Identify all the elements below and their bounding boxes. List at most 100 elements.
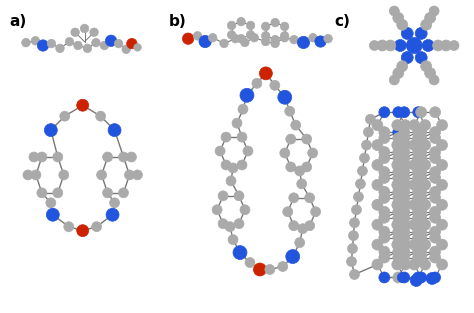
Circle shape bbox=[226, 176, 236, 186]
Circle shape bbox=[379, 272, 390, 283]
Circle shape bbox=[364, 127, 374, 137]
Circle shape bbox=[90, 28, 98, 37]
Circle shape bbox=[240, 205, 250, 215]
Circle shape bbox=[182, 33, 194, 44]
Circle shape bbox=[429, 172, 441, 183]
Circle shape bbox=[393, 127, 404, 138]
Circle shape bbox=[291, 120, 301, 130]
Circle shape bbox=[379, 152, 390, 163]
Circle shape bbox=[305, 193, 315, 203]
Circle shape bbox=[419, 199, 431, 210]
Circle shape bbox=[415, 52, 427, 64]
Circle shape bbox=[324, 34, 332, 43]
Circle shape bbox=[416, 133, 427, 144]
Circle shape bbox=[372, 199, 383, 210]
Circle shape bbox=[118, 152, 128, 162]
Circle shape bbox=[372, 259, 383, 270]
Circle shape bbox=[309, 33, 317, 42]
Circle shape bbox=[437, 219, 447, 230]
Circle shape bbox=[393, 206, 404, 217]
Circle shape bbox=[413, 272, 424, 283]
Circle shape bbox=[441, 40, 452, 51]
Circle shape bbox=[425, 68, 436, 79]
Circle shape bbox=[413, 127, 424, 138]
Circle shape bbox=[429, 232, 441, 243]
Circle shape bbox=[237, 18, 246, 26]
Circle shape bbox=[397, 273, 407, 282]
Circle shape bbox=[109, 198, 119, 208]
Circle shape bbox=[348, 231, 358, 241]
Circle shape bbox=[415, 28, 427, 39]
Circle shape bbox=[233, 246, 247, 259]
Circle shape bbox=[97, 170, 107, 180]
Circle shape bbox=[114, 39, 123, 48]
Circle shape bbox=[65, 38, 73, 46]
Circle shape bbox=[399, 252, 410, 263]
Circle shape bbox=[416, 127, 427, 138]
Circle shape bbox=[53, 152, 63, 162]
Circle shape bbox=[212, 205, 222, 215]
Circle shape bbox=[393, 146, 404, 157]
Circle shape bbox=[393, 133, 404, 144]
Circle shape bbox=[416, 172, 427, 183]
Circle shape bbox=[437, 239, 447, 250]
Circle shape bbox=[349, 218, 359, 228]
Circle shape bbox=[429, 192, 441, 203]
Circle shape bbox=[416, 246, 427, 257]
Circle shape bbox=[280, 148, 290, 158]
Circle shape bbox=[413, 146, 424, 157]
Circle shape bbox=[421, 19, 432, 30]
Circle shape bbox=[290, 35, 298, 44]
Circle shape bbox=[393, 167, 404, 177]
Circle shape bbox=[271, 35, 279, 44]
Circle shape bbox=[429, 186, 441, 197]
Circle shape bbox=[37, 188, 47, 198]
Circle shape bbox=[45, 124, 57, 136]
Circle shape bbox=[413, 206, 424, 217]
Circle shape bbox=[228, 163, 238, 173]
Circle shape bbox=[286, 162, 296, 172]
Circle shape bbox=[108, 124, 121, 136]
Circle shape bbox=[372, 140, 383, 151]
Circle shape bbox=[83, 44, 91, 53]
Circle shape bbox=[262, 37, 270, 46]
Circle shape bbox=[399, 226, 410, 237]
Circle shape bbox=[310, 207, 320, 217]
Circle shape bbox=[399, 232, 410, 243]
Circle shape bbox=[285, 106, 295, 116]
Circle shape bbox=[399, 206, 410, 217]
Circle shape bbox=[232, 118, 242, 128]
Circle shape bbox=[259, 67, 273, 80]
Circle shape bbox=[437, 179, 447, 190]
Circle shape bbox=[392, 219, 403, 230]
Circle shape bbox=[91, 38, 100, 47]
Circle shape bbox=[429, 152, 441, 163]
Circle shape bbox=[449, 40, 459, 50]
Circle shape bbox=[283, 207, 293, 217]
Circle shape bbox=[64, 222, 74, 232]
Circle shape bbox=[297, 179, 307, 189]
Circle shape bbox=[389, 6, 399, 16]
Circle shape bbox=[416, 232, 427, 243]
Circle shape bbox=[134, 44, 141, 51]
Circle shape bbox=[106, 208, 119, 221]
Circle shape bbox=[245, 258, 255, 268]
Circle shape bbox=[429, 212, 441, 223]
Circle shape bbox=[426, 273, 438, 285]
Circle shape bbox=[91, 222, 101, 232]
Circle shape bbox=[437, 120, 447, 131]
Circle shape bbox=[379, 127, 390, 138]
Circle shape bbox=[118, 188, 128, 198]
Circle shape bbox=[437, 140, 447, 151]
Circle shape bbox=[385, 40, 396, 51]
Circle shape bbox=[429, 246, 441, 257]
Circle shape bbox=[379, 206, 390, 217]
Circle shape bbox=[262, 22, 270, 31]
Circle shape bbox=[372, 179, 383, 190]
Circle shape bbox=[102, 188, 112, 198]
Circle shape bbox=[400, 140, 411, 151]
Circle shape bbox=[379, 192, 390, 203]
Circle shape bbox=[379, 167, 390, 177]
Circle shape bbox=[413, 172, 424, 183]
Circle shape bbox=[286, 249, 300, 264]
